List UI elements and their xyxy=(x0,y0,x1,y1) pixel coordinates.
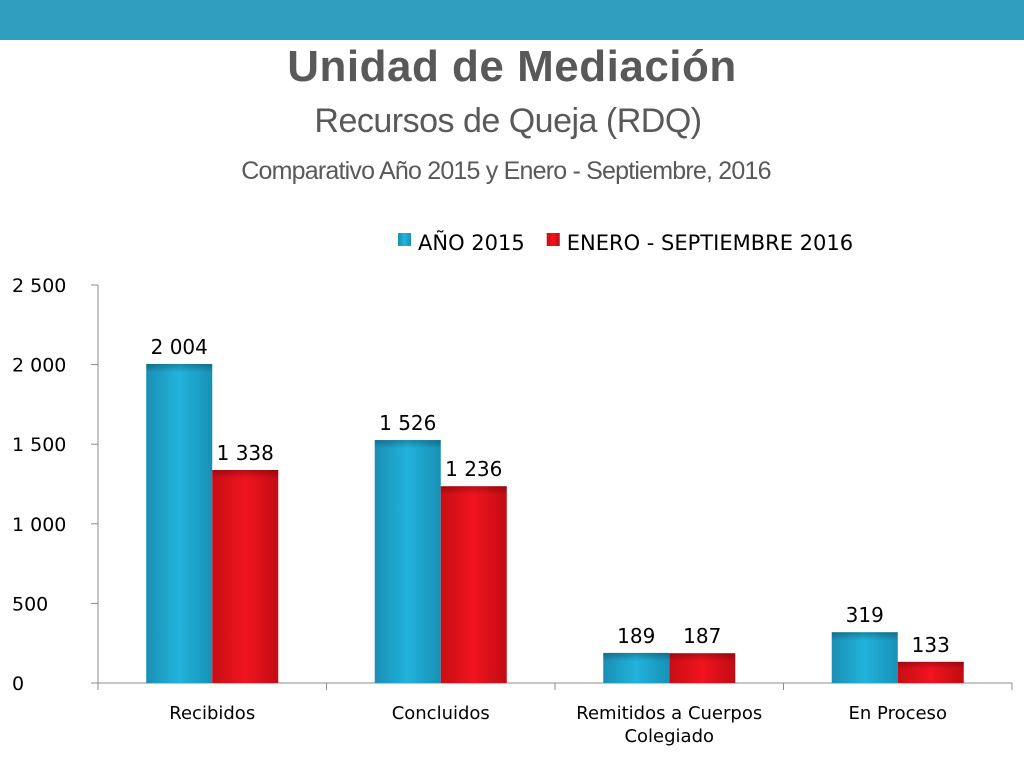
x-category-label: Concluidos xyxy=(392,703,490,724)
bar-top-shade xyxy=(669,653,736,678)
bar-top-shade xyxy=(146,363,213,388)
legend-label: AÑO 2015 xyxy=(418,229,525,255)
top-accent-bar xyxy=(0,0,1024,40)
data-label: 133 xyxy=(912,633,950,657)
legend-swatch xyxy=(398,233,411,246)
bar-top-shade xyxy=(603,652,670,677)
legend-label: ENERO - SEPTIEMBRE 2016 xyxy=(567,231,853,255)
bar-ano-2015 xyxy=(146,363,213,683)
x-category-label: En Proceso xyxy=(849,703,947,724)
data-label: 319 xyxy=(846,603,884,627)
y-tick-label: 0 xyxy=(12,673,24,695)
y-tick-label: 1 500 xyxy=(12,434,66,456)
x-category-label: Remitidos a Cuerpos Colegiado xyxy=(576,703,762,747)
bar-ano-2015 xyxy=(374,440,441,683)
bar-top-shade xyxy=(440,486,507,511)
y-tick-label: 500 xyxy=(12,593,48,615)
slide-caption: Comparativo Año 2015 y Enero - Septiembr… xyxy=(241,157,771,185)
data-label: 1 338 xyxy=(217,441,274,465)
y-tick-label: 2 500 xyxy=(12,275,66,297)
data-label: 187 xyxy=(683,624,721,648)
bar-top-shade xyxy=(374,440,441,465)
slide-subtitle: Recursos de Queja (RDQ) xyxy=(314,102,702,140)
x-category-label: Recibidos xyxy=(169,703,255,724)
data-label: 2 004 xyxy=(151,335,208,359)
y-tick-label: 1 000 xyxy=(12,514,66,536)
data-label: 1 236 xyxy=(445,457,502,481)
bar-top-shade xyxy=(897,661,964,683)
data-label: 1 526 xyxy=(379,411,436,435)
bar-enero-septiembre-2016 xyxy=(212,469,279,683)
bar-top-shade xyxy=(831,632,898,657)
bar-enero-septiembre-2016 xyxy=(440,486,507,683)
data-label: 189 xyxy=(617,624,655,648)
legend-swatch xyxy=(546,233,560,246)
y-tick-label: 2 000 xyxy=(12,355,66,377)
slide-title: Unidad de Mediación xyxy=(287,42,737,91)
bar-top-shade xyxy=(212,469,279,494)
